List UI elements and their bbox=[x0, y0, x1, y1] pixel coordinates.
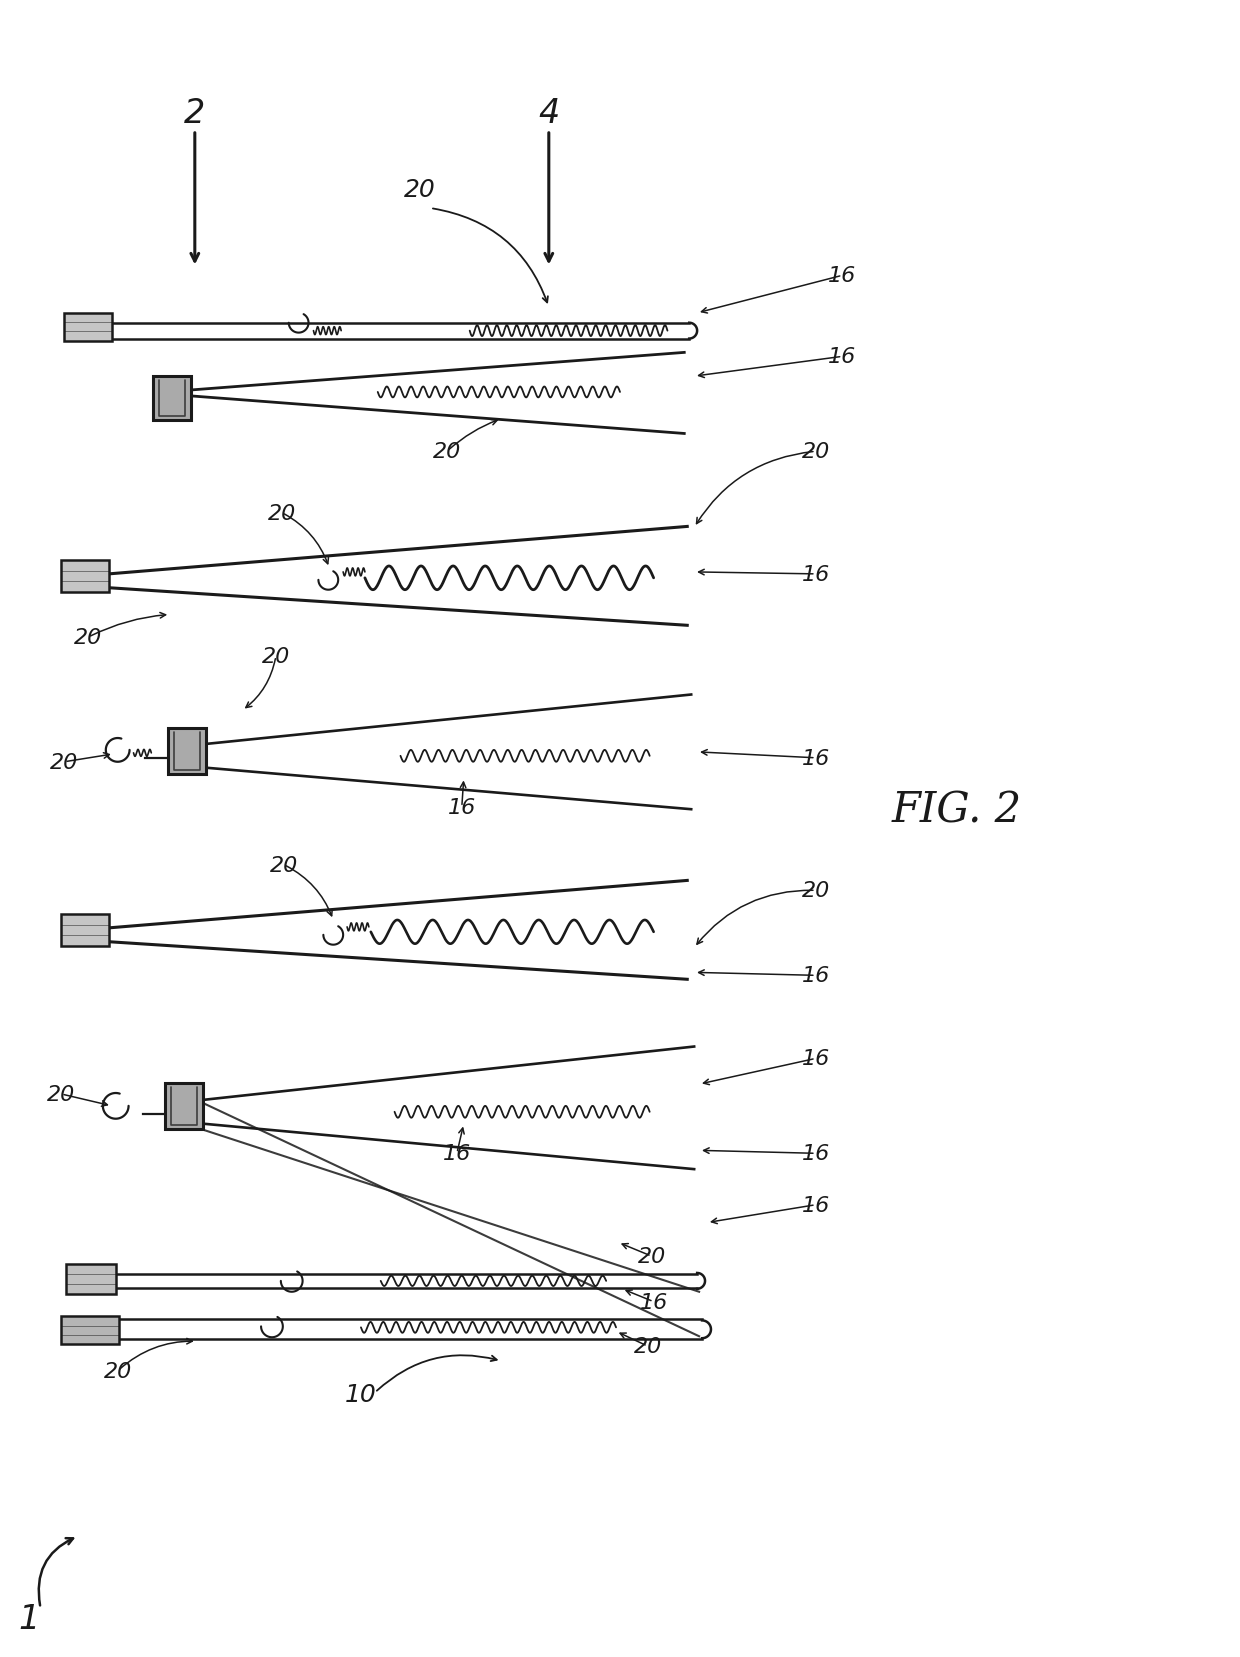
Text: 20: 20 bbox=[47, 1084, 76, 1104]
Polygon shape bbox=[64, 313, 112, 341]
Text: 16: 16 bbox=[801, 1143, 830, 1163]
Text: 20: 20 bbox=[404, 177, 436, 202]
Text: 16: 16 bbox=[640, 1292, 668, 1312]
Text: 20: 20 bbox=[634, 1336, 662, 1357]
Text: FIG. 2: FIG. 2 bbox=[892, 789, 1022, 830]
Text: 1: 1 bbox=[19, 1602, 40, 1635]
Text: 20: 20 bbox=[50, 752, 78, 772]
Text: 20: 20 bbox=[262, 646, 290, 666]
Text: 16: 16 bbox=[801, 1195, 830, 1215]
Polygon shape bbox=[61, 915, 109, 946]
Text: 16: 16 bbox=[801, 966, 830, 986]
Polygon shape bbox=[165, 1084, 202, 1128]
Text: 16: 16 bbox=[443, 1143, 471, 1163]
Text: 16: 16 bbox=[448, 797, 476, 819]
Text: 16: 16 bbox=[801, 749, 830, 769]
Text: 10: 10 bbox=[345, 1382, 377, 1405]
Polygon shape bbox=[61, 560, 109, 592]
Polygon shape bbox=[169, 729, 206, 774]
Text: 20: 20 bbox=[801, 442, 830, 462]
Text: 16: 16 bbox=[801, 565, 830, 585]
Text: 4: 4 bbox=[538, 96, 559, 129]
Text: 16: 16 bbox=[828, 267, 857, 287]
Text: 20: 20 bbox=[269, 855, 298, 875]
Text: 16: 16 bbox=[801, 1049, 830, 1069]
Text: 20: 20 bbox=[433, 442, 461, 462]
Text: 20: 20 bbox=[637, 1246, 666, 1266]
Polygon shape bbox=[61, 1317, 119, 1344]
Text: 20: 20 bbox=[801, 882, 830, 901]
Text: 16: 16 bbox=[828, 346, 857, 368]
Polygon shape bbox=[154, 376, 191, 421]
Text: 20: 20 bbox=[268, 504, 296, 524]
Polygon shape bbox=[66, 1264, 115, 1294]
Text: 2: 2 bbox=[185, 96, 206, 129]
Text: 20: 20 bbox=[104, 1360, 131, 1380]
Text: 20: 20 bbox=[74, 628, 102, 648]
